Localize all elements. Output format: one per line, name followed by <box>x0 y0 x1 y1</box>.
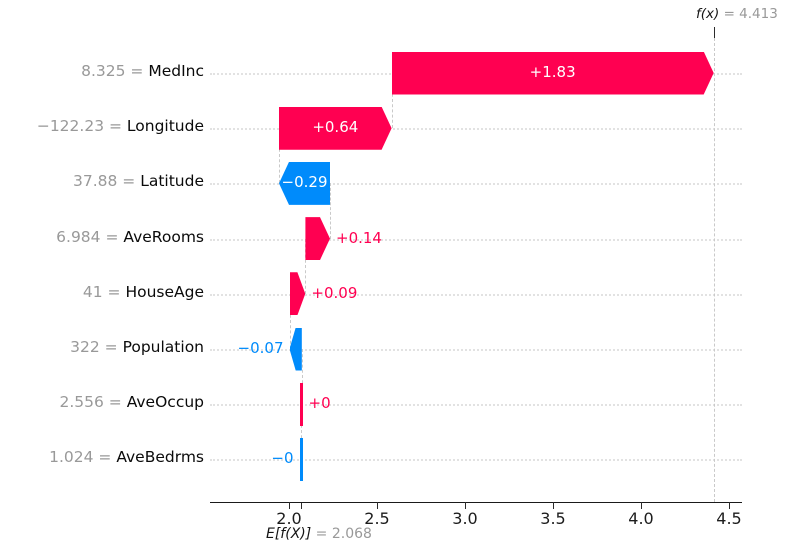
connector-line <box>289 293 291 349</box>
row-gridline <box>210 349 742 351</box>
shap-bar-medinc <box>392 52 714 95</box>
fx-reference-line <box>713 38 715 502</box>
x-axis-tick-label: 4.5 <box>716 509 742 528</box>
feature-row-label: 41 = HouseAge <box>0 283 204 301</box>
row-gridline <box>210 128 742 131</box>
bar-value-label: −0.29 <box>281 173 328 192</box>
feature-name-text: AveRooms <box>123 227 204 246</box>
row-gridline <box>210 183 742 186</box>
expected-value-annotation: E[f(X)] = 2.068 <box>266 526 372 542</box>
connector-line <box>279 128 280 184</box>
shap-bar-latitude <box>279 161 330 205</box>
feature-value-text: −122.23 = <box>36 117 127 136</box>
shap-bar-longitude <box>279 107 392 150</box>
feature-row-label: 37.88 = Latitude <box>0 172 204 190</box>
feature-value-text: 41 = <box>82 282 126 301</box>
bar-value-label: +0 <box>308 394 331 413</box>
x-axis-tick <box>377 502 379 509</box>
bar-value-label: +1.83 <box>529 63 576 81</box>
x-axis-tick-label: 4.0 <box>628 509 654 528</box>
connector-line <box>391 73 393 129</box>
x-axis-tick-label: 3.5 <box>540 509 566 528</box>
bar-value-label: +0.09 <box>311 283 358 302</box>
shap-bar-aveoccup <box>299 382 303 426</box>
feature-value-text: 6.984 = <box>56 227 124 246</box>
feature-name-text: HouseAge <box>125 282 204 301</box>
connector-line <box>301 349 303 405</box>
feature-value-text: 37.88 = <box>72 172 141 191</box>
row-gridline <box>210 238 742 241</box>
bar-value-label: −0.07 <box>237 339 284 357</box>
fx-tick <box>713 27 716 38</box>
feature-row-label: 8.325 = MedInc <box>0 62 204 80</box>
x-axis-tick <box>289 502 291 509</box>
feature-row-label: 322 = Population <box>0 338 204 356</box>
x-axis-tick <box>729 502 731 509</box>
x-axis-tick-label: 2.0 <box>276 509 302 528</box>
x-axis-tick <box>553 502 555 509</box>
fx-label: f(x) <box>696 6 720 22</box>
row-gridline <box>210 459 742 462</box>
connector-line <box>301 404 302 460</box>
feature-value-text: 8.325 = <box>81 62 149 80</box>
feature-name-text: AveOccup <box>126 393 204 412</box>
x-axis-tick <box>641 502 643 509</box>
feature-name-text: AveBedrms <box>116 448 204 467</box>
feature-value-text: 322 = <box>70 338 123 356</box>
shap-bar-population <box>289 327 302 371</box>
fx-value: = 4.413 <box>719 6 778 22</box>
row-gridline <box>210 404 742 407</box>
bar-value-label: +0.14 <box>336 228 382 247</box>
fx-annotation: f(x) = 4.413 <box>696 6 778 22</box>
x-axis-tick-label: 3.0 <box>452 509 478 528</box>
feature-value-text: 1.024 = <box>49 448 117 467</box>
feature-name-text: Longitude <box>126 117 204 136</box>
feature-name-text: Latitude <box>140 172 204 191</box>
x-axis-tick-label: 2.5 <box>364 509 390 528</box>
x-axis-line <box>210 502 742 504</box>
connector-line <box>330 183 331 239</box>
expected-value-value: = 2.068 <box>311 526 372 542</box>
expected-value-label: E[f(X)] <box>266 526 312 542</box>
feature-name-text: MedInc <box>148 62 204 80</box>
shap-bar-avebedrms <box>299 437 303 481</box>
feature-row-label: 6.984 = AveRooms <box>0 228 204 246</box>
connector-line <box>305 238 307 294</box>
feature-row-label: −122.23 = Longitude <box>0 117 204 135</box>
feature-row-label: 2.556 = AveOccup <box>0 393 204 411</box>
shap-bar-averooms <box>305 217 330 260</box>
feature-name-text: Population <box>122 338 204 356</box>
feature-row-label: 1.024 = AveBedrms <box>0 448 204 466</box>
bar-value-label: −0 <box>271 449 294 468</box>
row-gridline <box>210 293 742 296</box>
shap-bar-houseage <box>290 272 306 315</box>
bar-value-label: +0.64 <box>312 118 359 137</box>
expected-value-tick <box>301 502 303 509</box>
x-axis-tick <box>465 502 467 509</box>
feature-value-text: 2.556 = <box>59 393 127 412</box>
